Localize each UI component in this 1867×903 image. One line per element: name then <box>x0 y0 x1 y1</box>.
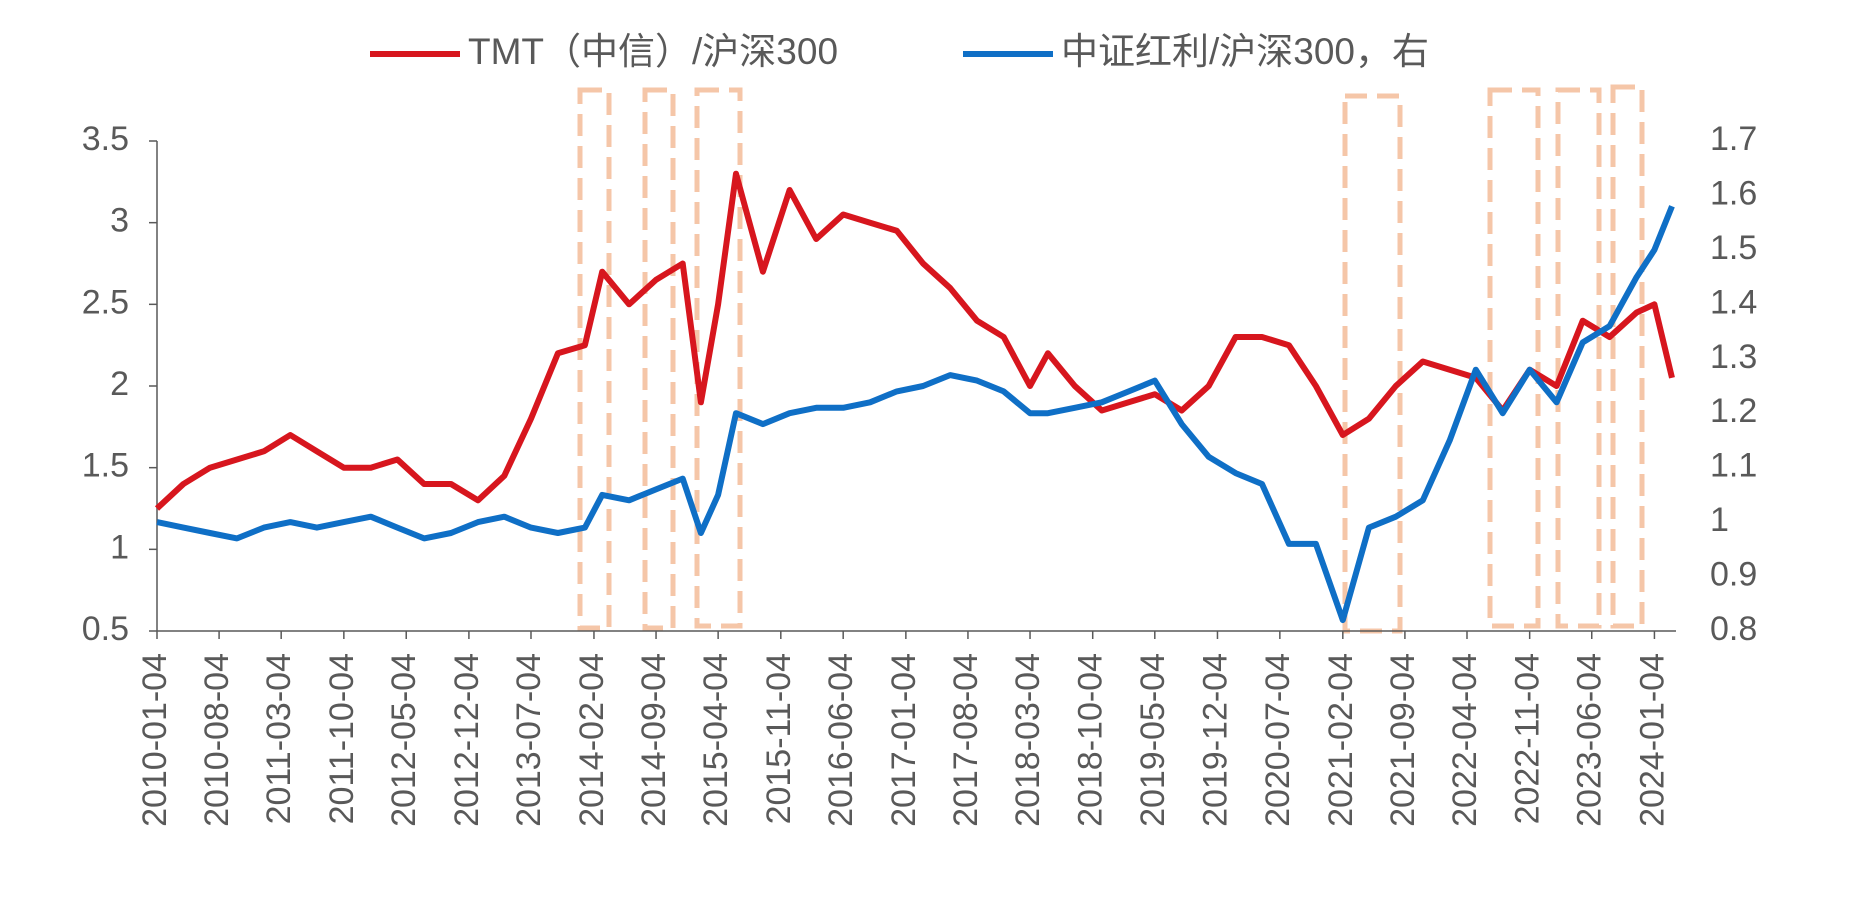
series-line <box>156 205 1675 624</box>
y2-tick-label: 1.7 <box>1710 120 1757 158</box>
legend-label: 中证红利/沪深300，右 <box>1061 31 1429 72</box>
y-tick-label: 1.5 <box>82 447 129 485</box>
y2-tick-label: 1.2 <box>1710 392 1757 430</box>
y-tick-label: 1 <box>110 528 129 566</box>
highlight-box <box>1555 87 1602 629</box>
highlight-box <box>694 87 743 629</box>
x-tick-label: 2021-02-04 <box>1322 653 1360 827</box>
x-tick-label: 2010-01-04 <box>136 653 174 827</box>
x-tick-label: 2021-09-04 <box>1384 653 1422 827</box>
x-tick-label: 2017-01-04 <box>885 653 923 827</box>
y-tick-label: 3.5 <box>82 120 129 158</box>
x-tick-label: 2012-12-04 <box>448 653 486 827</box>
x-tick-label: 2022-11-04 <box>1509 653 1547 824</box>
x-tick-label: 2023-06-04 <box>1571 653 1609 827</box>
x-tick-label: 2011-10-04 <box>323 653 361 824</box>
y-tick-label: 0.5 <box>82 610 129 648</box>
highlight-box <box>642 87 676 631</box>
y-tick-label: 3 <box>110 202 129 240</box>
legend-label: TMT（中信）/沪深300 <box>468 31 838 72</box>
highlight-box <box>577 87 612 631</box>
y-tick-label: 2 <box>110 365 129 403</box>
y2-tick-label: 0.8 <box>1710 610 1757 648</box>
highlight-box <box>1342 93 1403 634</box>
y2-tick-label: 1.5 <box>1710 229 1757 267</box>
x-tick-label: 2016-06-04 <box>822 653 860 827</box>
y2-tick-label: 1.3 <box>1710 338 1757 376</box>
x-tick-label: 2014-02-04 <box>573 653 611 827</box>
highlight-box <box>1487 87 1541 629</box>
series-line <box>154 170 1675 511</box>
x-tick-label: 2018-03-04 <box>1009 653 1047 827</box>
y2-tick-label: 1 <box>1710 501 1729 539</box>
x-tick-label: 2013-07-04 <box>510 653 548 827</box>
x-tick-label: 2024-01-04 <box>1633 653 1671 827</box>
x-tick-label: 2017-08-04 <box>947 653 985 827</box>
x-tick-label: 2012-05-04 <box>385 653 423 827</box>
y-tick-label: 2.5 <box>82 283 129 321</box>
highlight-box <box>1610 84 1645 629</box>
x-tick-label: 2019-12-04 <box>1196 653 1234 827</box>
x-tick-label: 2020-07-04 <box>1259 653 1297 827</box>
x-tick-label: 2018-10-04 <box>1072 653 1110 827</box>
highlight-boxes <box>577 84 1645 634</box>
x-tick-label: 2015-04-04 <box>697 653 735 827</box>
y2-tick-label: 0.9 <box>1710 556 1757 594</box>
y2-tick-label: 1.4 <box>1710 283 1757 321</box>
y2-tick-label: 1.6 <box>1710 174 1757 212</box>
x-tick-label: 2011-03-04 <box>260 653 298 824</box>
x-tick-label: 2014-09-04 <box>635 653 673 827</box>
y2-tick-label: 1.1 <box>1710 447 1757 485</box>
x-tick-label: 2015-11-04 <box>760 653 798 824</box>
x-tick-label: 2019-05-04 <box>1134 653 1172 827</box>
x-tick-label: 2022-04-04 <box>1446 653 1484 827</box>
x-tick-label: 2010-08-04 <box>198 653 236 827</box>
